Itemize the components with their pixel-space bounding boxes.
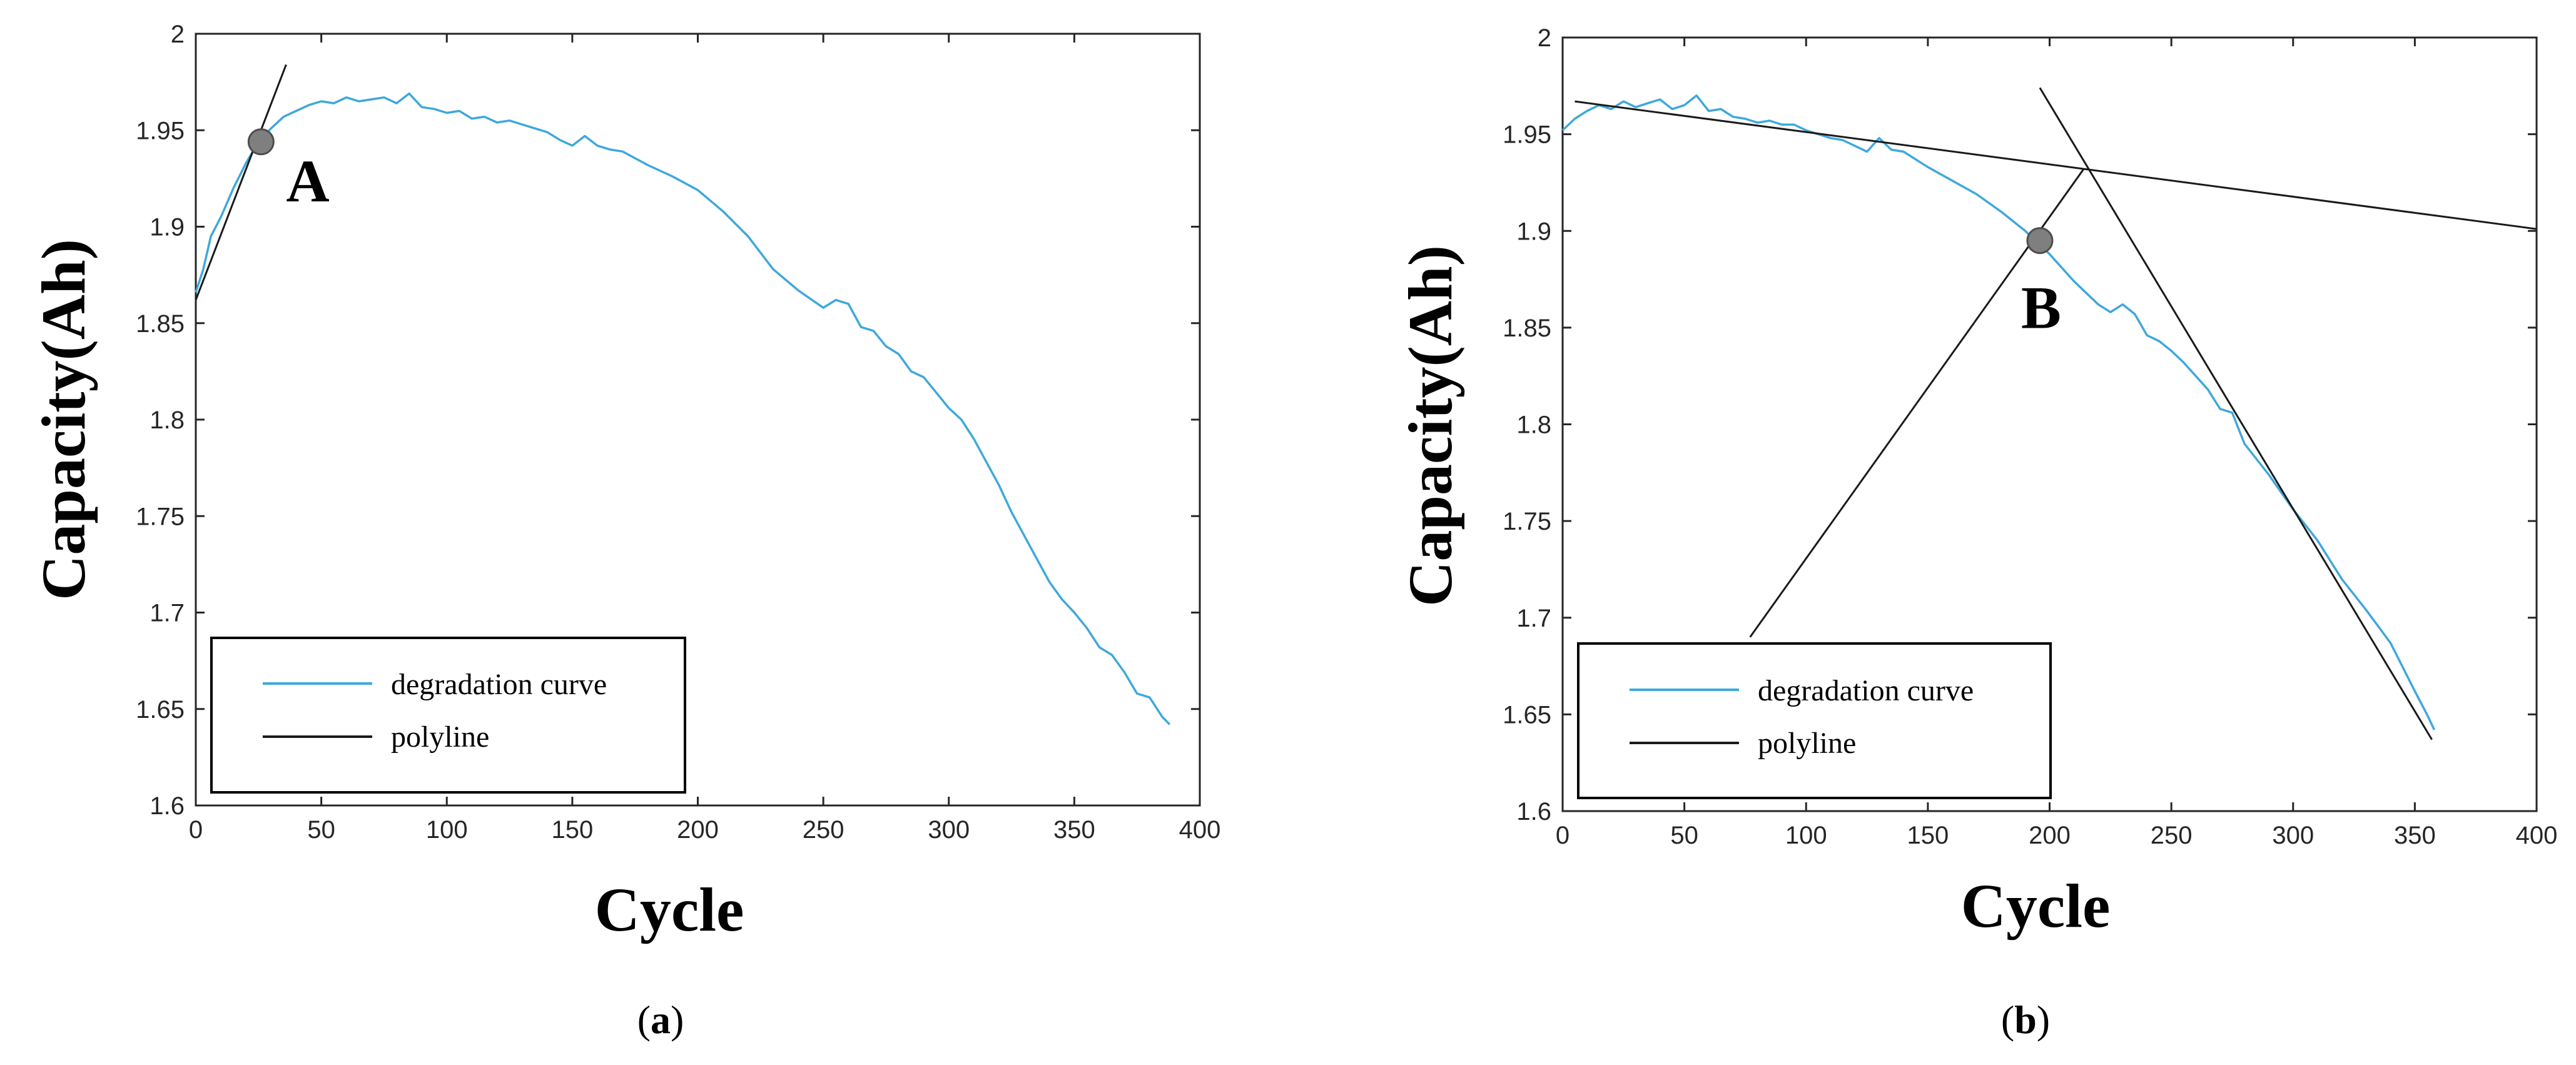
- x-tick-label-a: 200: [677, 816, 719, 844]
- y-tick-label-a: 1.8: [150, 406, 185, 434]
- legend-b: degradation curve polyline: [1577, 642, 2052, 799]
- x-tick-label-b: 300: [2272, 822, 2314, 849]
- x-tick-label-b: 200: [2029, 822, 2071, 849]
- legend-label-degradation-b: degradation curve: [1758, 674, 1974, 707]
- y-tick-label-b: 1.75: [1503, 508, 1551, 535]
- x-tick-label-b: 50: [1670, 822, 1698, 849]
- annotations-b: B: [2021, 227, 2061, 341]
- point-label-B: B: [2021, 275, 2061, 341]
- x-tick-label-b: 250: [2151, 822, 2193, 849]
- legend-box-b: [1577, 642, 2052, 799]
- y-tick-label-b: 1.7: [1516, 605, 1551, 632]
- series-a: [195, 64, 1171, 725]
- y-tick-label-a: 1.65: [136, 696, 185, 724]
- legend-a: degradation curve polyline: [210, 637, 686, 794]
- series-b: [1561, 87, 2537, 740]
- caption-letter-b: b: [2014, 997, 2037, 1042]
- x-tick-label-b: 150: [1907, 822, 1949, 849]
- y-tick-label-b: 1.95: [1503, 121, 1551, 149]
- x-tick-label-a: 100: [426, 816, 468, 844]
- y-axis-title-a: Capacity(Ah): [29, 239, 98, 600]
- annotations-a: A: [247, 128, 330, 215]
- y-tick-label-b: 1.6: [1516, 798, 1551, 825]
- y-tick-label-b: 1.85: [1503, 315, 1551, 342]
- x-tick-label-b: 0: [1556, 822, 1569, 849]
- legend-label-polyline-b: polyline: [1758, 727, 1856, 760]
- y-tick-label-b: 2: [1538, 24, 1551, 52]
- legend-box-a: [210, 637, 686, 794]
- y-tick-label-b: 1.8: [1516, 411, 1551, 439]
- caption-b: (b): [2001, 997, 2050, 1042]
- y-tick-label-a: 1.85: [136, 310, 185, 338]
- x-axis-title-a: Cycle: [595, 875, 744, 944]
- x-tick-label-b: 400: [2516, 822, 2558, 849]
- y-tick-label-a: 1.7: [150, 600, 185, 627]
- caption-letter-a: a: [651, 997, 671, 1042]
- series-polyline-a-1: [195, 64, 287, 301]
- x-tick-label-a: 50: [307, 816, 335, 844]
- point-marker-B: [2026, 227, 2054, 255]
- y-tick-label-b: 1.65: [1503, 701, 1551, 729]
- point-marker-A: [247, 128, 275, 156]
- x-tick-label-a: 300: [928, 816, 970, 844]
- y-tick-label-b: 1.9: [1516, 218, 1551, 245]
- y-ticks-a: 1.6 1.65 1.7 1.75 1.8 1.85 1.9 1.95 2: [136, 21, 1200, 820]
- x-tick-label-b: 100: [1785, 822, 1827, 849]
- legend-label-polyline-a: polyline: [391, 720, 489, 754]
- point-label-A: A: [286, 148, 329, 215]
- y-tick-label-a: 1.6: [150, 792, 185, 820]
- y-tick-label-a: 2: [171, 21, 185, 48]
- x-ticks-b: 0 50 100 150 200 250 300 350 400: [1556, 38, 2558, 849]
- y-tick-label-a: 1.9: [150, 214, 185, 241]
- series-degradation-curve-b-0: [1561, 94, 2436, 730]
- panel-b: 1.6 1.65 1.7 1.75 1.8 1.85 1.9 1.95 2 0 50 100 150 2…: [1396, 24, 2557, 1042]
- x-tick-label-a: 150: [552, 816, 594, 844]
- series-polyline-b-1: [1575, 100, 2537, 230]
- y-axis-title-b: Capacity(Ah): [1396, 245, 1465, 607]
- series-degradation-curve-a-0: [195, 92, 1171, 725]
- x-axis-title-b: Cycle: [1961, 871, 2111, 941]
- y-tick-label-a: 1.75: [136, 503, 185, 530]
- x-tick-label-a: 350: [1053, 816, 1095, 844]
- series-polyline-b-3: [2039, 87, 2433, 740]
- x-tick-label-a: 400: [1179, 816, 1221, 844]
- y-tick-label-a: 1.95: [136, 117, 185, 144]
- x-tick-label-b: 350: [2394, 822, 2436, 849]
- y-ticks-b: 1.6 1.65 1.7 1.75 1.8 1.85 1.9 1.95 2: [1503, 24, 2537, 825]
- caption-a: (a): [637, 997, 684, 1042]
- panel-a: 1.6 1.65 1.7 1.75 1.8 1.85 1.9 1.95 2 0 50 100 150 2…: [29, 21, 1220, 1042]
- x-ticks-a: 0 50 100 150 200 250 300 350 400: [189, 34, 1221, 844]
- x-tick-label-a: 0: [189, 816, 203, 844]
- legend-label-degradation-a: degradation curve: [391, 668, 607, 701]
- x-tick-label-a: 250: [803, 816, 844, 844]
